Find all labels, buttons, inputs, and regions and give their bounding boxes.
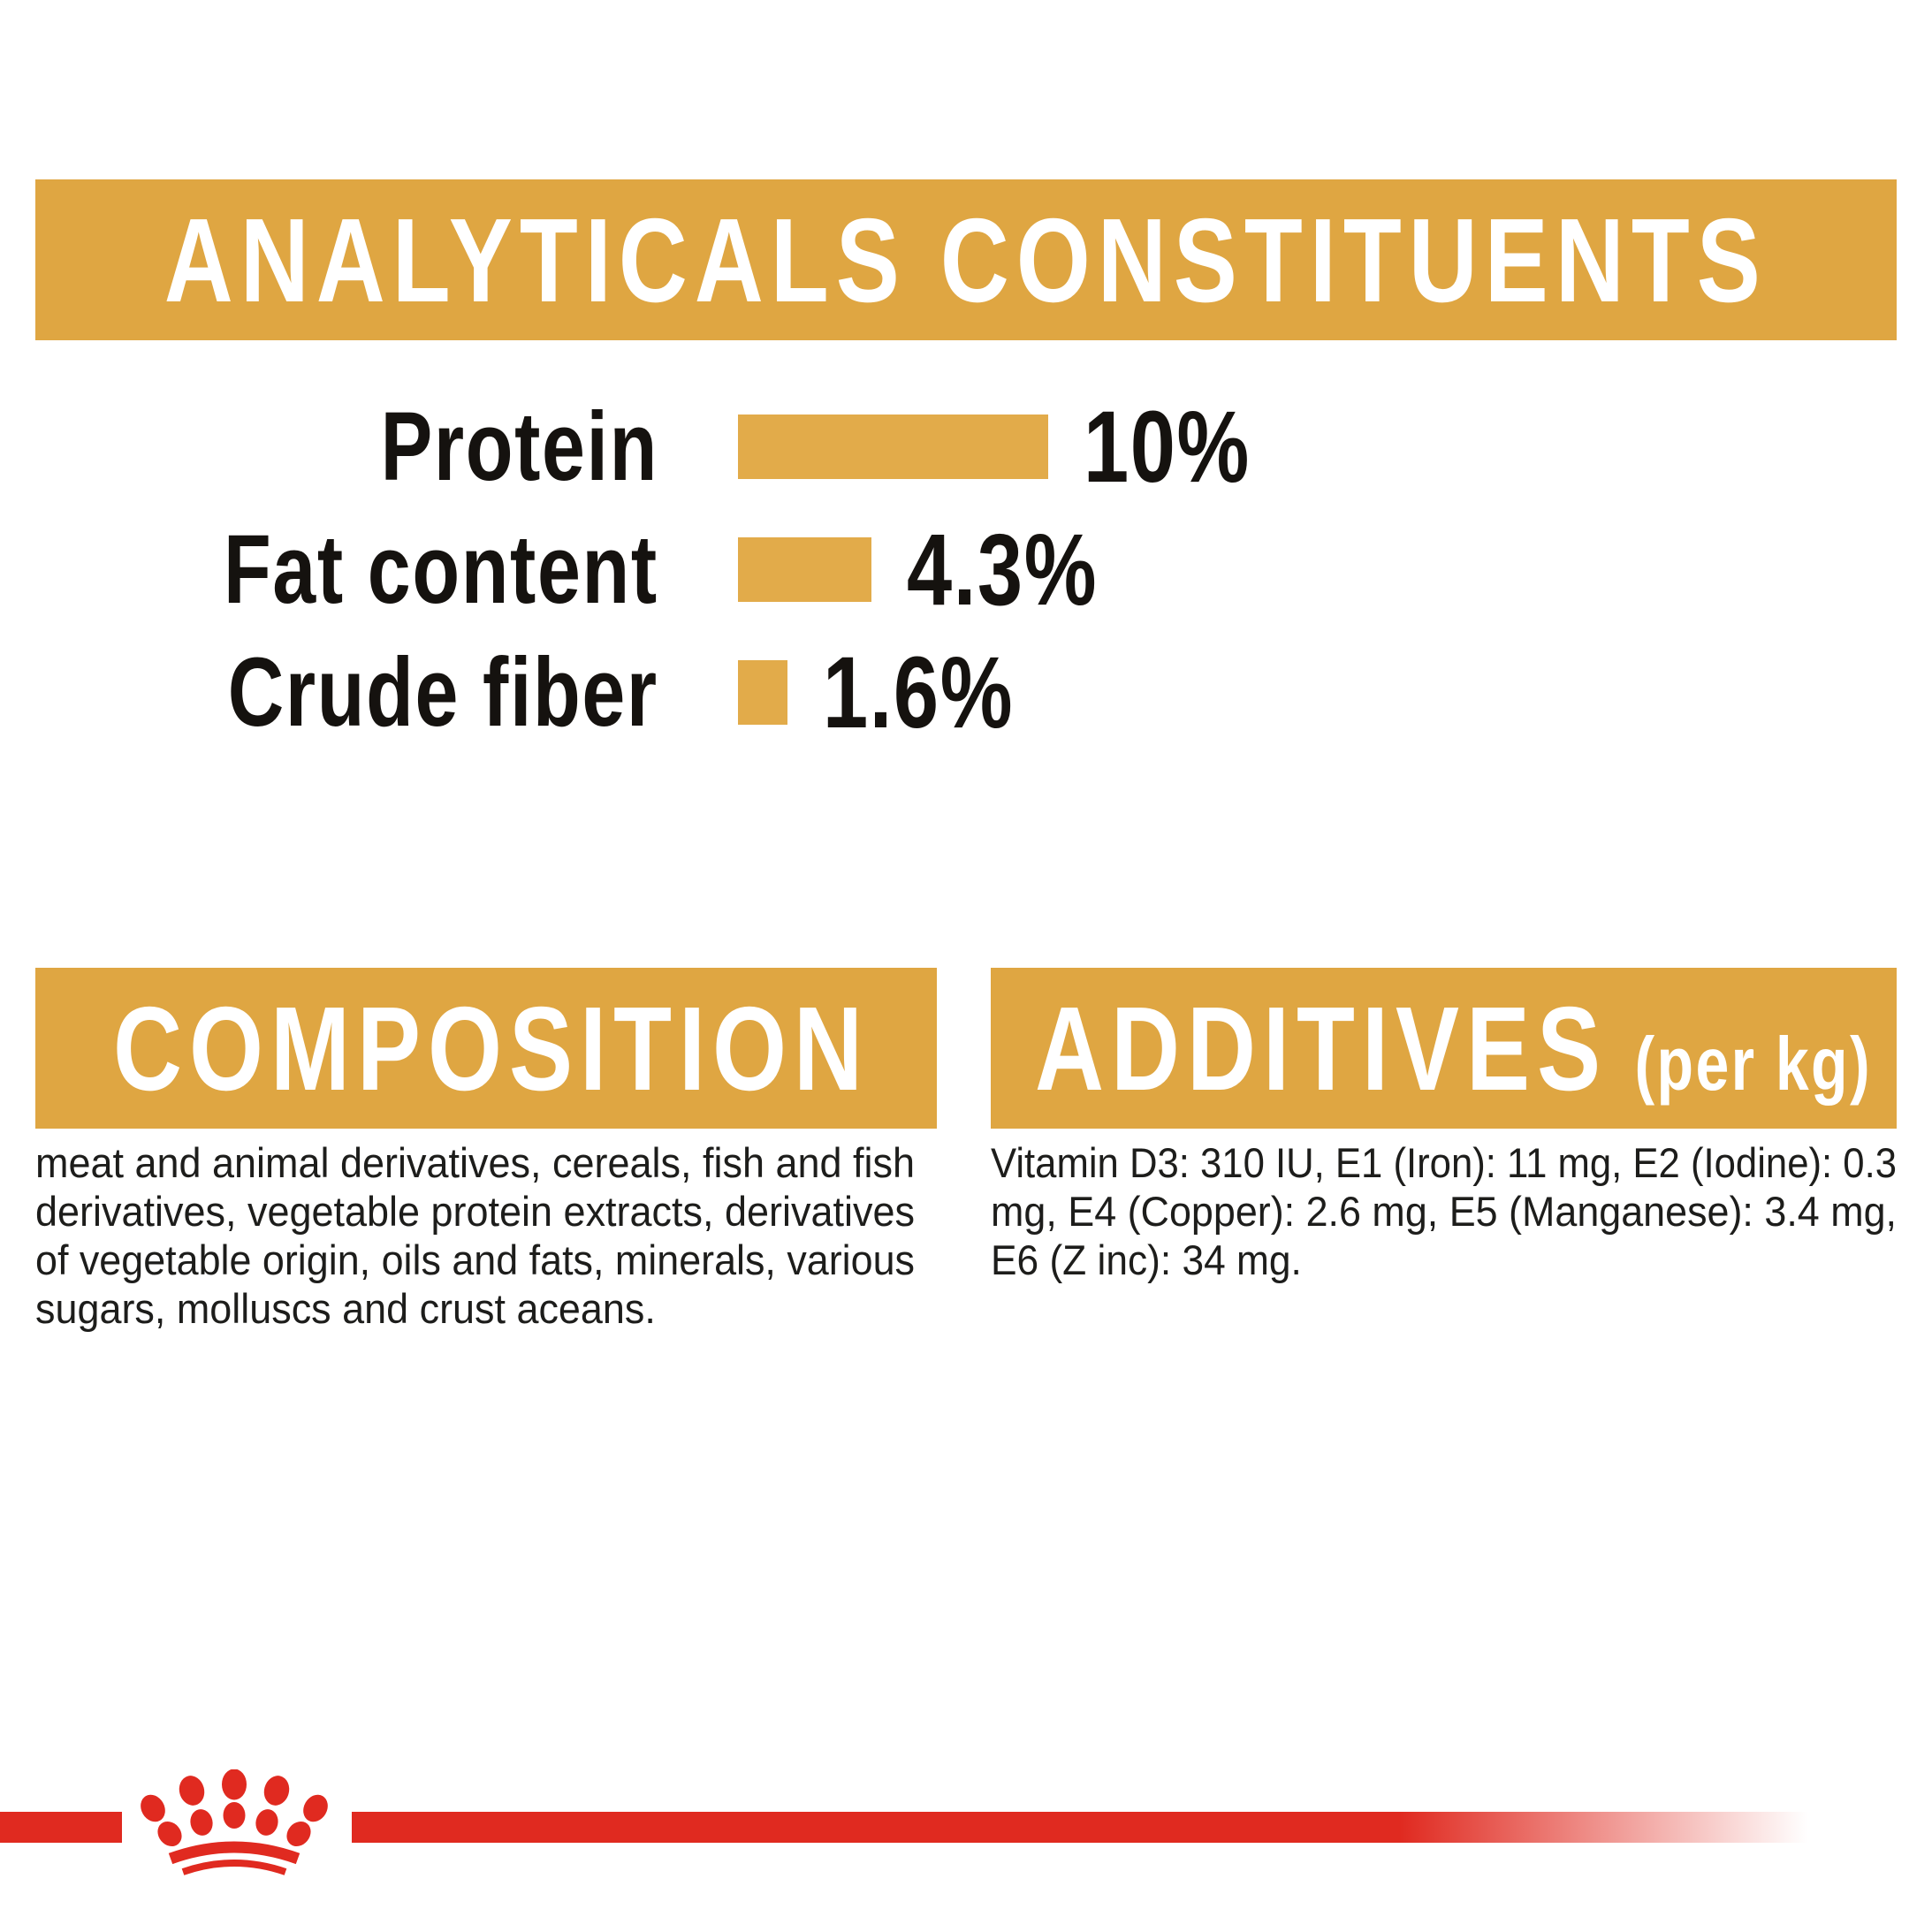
composition-banner: COMPOSITION bbox=[35, 968, 937, 1129]
additives-banner: ADDITIVES (per kg) bbox=[991, 968, 1897, 1129]
additives-per-kg-label: (per kg) bbox=[1634, 1022, 1873, 1107]
additives-text-line: Vitamin D3: 310 IU, E1 (Iron): 11 mg, E2… bbox=[991, 1139, 1897, 1186]
composition-text-line: meat and animal derivatives, cereals, fi… bbox=[35, 1139, 915, 1186]
chart-bar-fiber bbox=[738, 660, 788, 725]
footer-red-band-left bbox=[0, 1812, 122, 1843]
analyticals-title: ANALYTICALS CONSTITUENTS bbox=[164, 193, 1768, 327]
royal-canin-crown-icon bbox=[141, 1769, 328, 1875]
additives-title: ADDITIVES (per kg) bbox=[1035, 981, 1873, 1115]
composition-text: meat and animal derivatives, cereals, fi… bbox=[35, 1138, 915, 1333]
composition-text-line: sugars, molluscs and crust aceans. bbox=[35, 1285, 656, 1332]
footer-red-band-right bbox=[352, 1812, 1807, 1843]
chart-label-fiber: Crude fiber bbox=[228, 638, 658, 747]
composition-title: COMPOSITION bbox=[113, 981, 871, 1115]
chart-bar-protein bbox=[738, 415, 1048, 479]
additives-text-line: E6 (Z inc): 34 mg. bbox=[991, 1236, 1302, 1283]
chart-row-fiber: Crude fiber 1.6% bbox=[35, 631, 1538, 754]
chart-value-fiber: 1.6% bbox=[823, 635, 1015, 749]
additives-text-line: mg, E4 (Copper): 2.6 mg, E5 (Manganese):… bbox=[991, 1188, 1897, 1235]
chart-label-fat: Fat content bbox=[224, 515, 658, 624]
chart-row-protein: Protein 10% bbox=[35, 385, 1538, 508]
chart-value-fat: 4.3% bbox=[906, 513, 1099, 627]
composition-text-line: of vegetable origin, oils and fats, mine… bbox=[35, 1236, 915, 1283]
analyticals-bar-chart: Protein 10% Fat content 4.3% Crude fiber… bbox=[35, 385, 1538, 754]
chart-value-protein: 10% bbox=[1084, 390, 1251, 504]
chart-bar-fat bbox=[738, 537, 871, 602]
analyticals-banner: ANALYTICALS CONSTITUENTS bbox=[35, 179, 1897, 340]
chart-label-protein: Protein bbox=[380, 392, 658, 501]
additives-text: Vitamin D3: 310 IU, E1 (Iron): 11 mg, E2… bbox=[991, 1138, 1897, 1284]
chart-row-fat: Fat content 4.3% bbox=[35, 508, 1538, 631]
composition-text-line: derivatives, vegetable protein extracts,… bbox=[35, 1188, 915, 1235]
